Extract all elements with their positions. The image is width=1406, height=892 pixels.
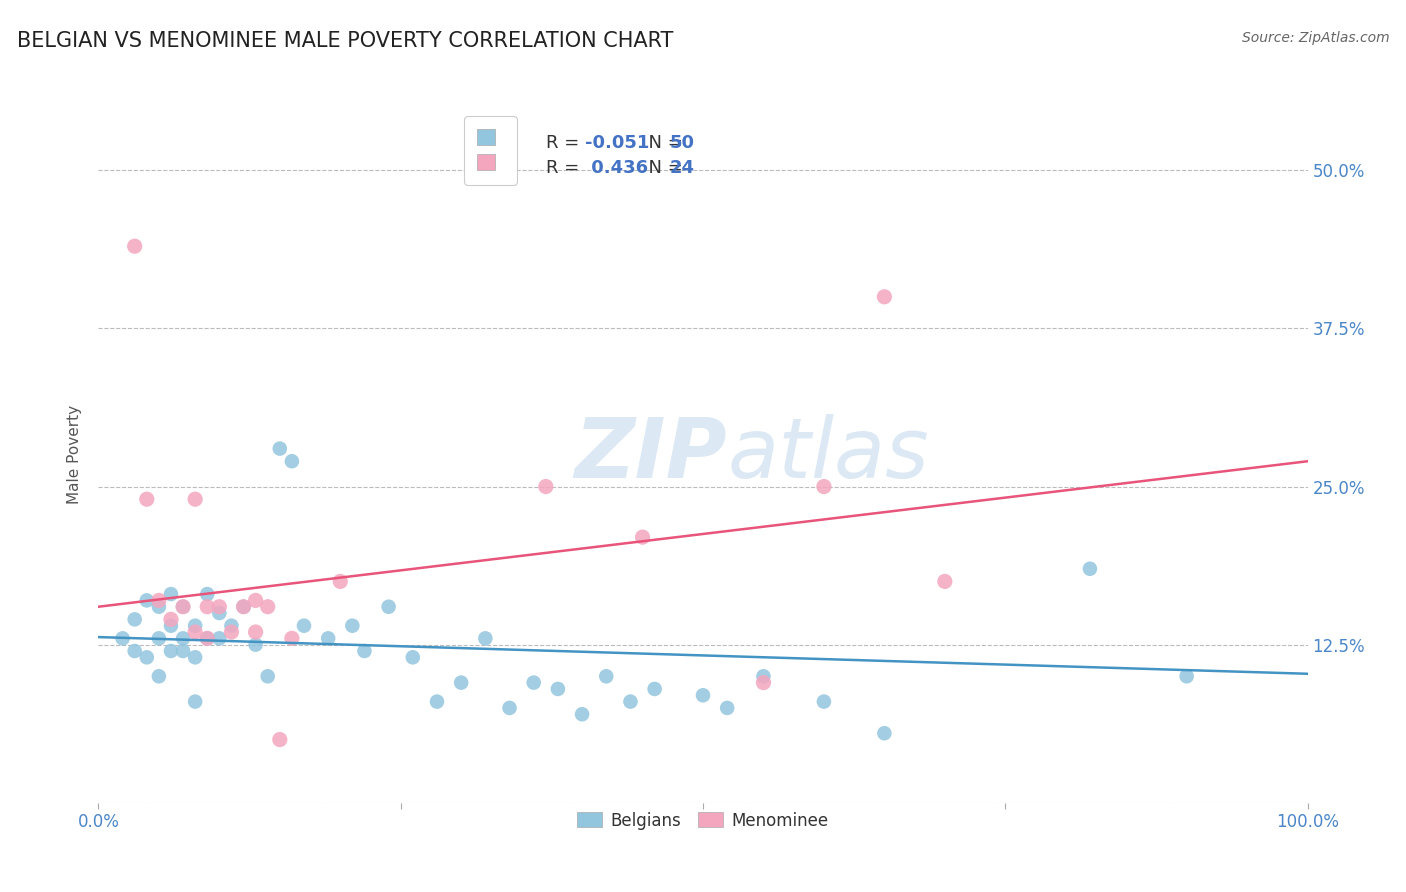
Point [135, 650, 157, 665]
Point [232, 599, 254, 614]
Point [172, 632, 194, 646]
Point [377, 599, 399, 614]
Y-axis label: Male Poverty: Male Poverty [67, 405, 83, 505]
Point [184, 492, 207, 507]
Point [752, 669, 775, 683]
Text: 50: 50 [669, 134, 695, 152]
Text: 24: 24 [669, 160, 695, 178]
Point [269, 732, 291, 747]
Point [245, 625, 267, 640]
Point [281, 632, 304, 646]
Point [148, 669, 170, 683]
Point [245, 593, 267, 607]
Point [292, 618, 315, 632]
Point [934, 574, 956, 589]
Text: Source: ZipAtlas.com: Source: ZipAtlas.com [1241, 31, 1389, 45]
Point [281, 454, 304, 468]
Point [353, 644, 375, 658]
Point [208, 606, 231, 620]
Point [184, 650, 207, 665]
Point [571, 707, 593, 722]
Point [547, 681, 569, 696]
Point [221, 618, 243, 632]
Point [752, 675, 775, 690]
Point [426, 695, 449, 709]
Point [450, 675, 472, 690]
Point [644, 681, 666, 696]
Point [813, 695, 835, 709]
Point [135, 593, 157, 607]
Point [208, 599, 231, 614]
Point [124, 612, 146, 626]
Point [474, 632, 496, 646]
Point [498, 701, 520, 715]
Point [195, 587, 218, 601]
Point [124, 239, 146, 253]
Point [195, 632, 218, 646]
Point [148, 593, 170, 607]
Point [160, 612, 183, 626]
Point [135, 492, 157, 507]
Text: 0.436: 0.436 [585, 160, 648, 178]
Point [269, 442, 291, 456]
Point [316, 632, 339, 646]
Point [534, 479, 557, 493]
Point [692, 688, 714, 702]
Point [221, 625, 243, 640]
Point [232, 599, 254, 614]
Text: -0.051: -0.051 [585, 134, 650, 152]
Point [256, 669, 278, 683]
Point [1078, 562, 1101, 576]
Point [716, 701, 738, 715]
Point [160, 587, 183, 601]
Point [619, 695, 641, 709]
Point [873, 290, 896, 304]
Point [172, 644, 194, 658]
Legend: Belgians, Menominee: Belgians, Menominee [571, 805, 835, 836]
Point [402, 650, 425, 665]
Point [148, 632, 170, 646]
Point [1175, 669, 1198, 683]
Point [148, 599, 170, 614]
Point [195, 599, 218, 614]
Point [329, 574, 352, 589]
Text: ZIP: ZIP [575, 415, 727, 495]
Point [245, 638, 267, 652]
Point [595, 669, 617, 683]
Text: atlas: atlas [727, 415, 929, 495]
Point [256, 599, 278, 614]
Text: N =: N = [637, 160, 689, 178]
Point [172, 599, 194, 614]
Text: R =: R = [546, 134, 585, 152]
Text: N =: N = [637, 134, 689, 152]
Point [523, 675, 546, 690]
Point [172, 599, 194, 614]
Point [160, 644, 183, 658]
Point [631, 530, 654, 544]
Text: BELGIAN VS MENOMINEE MALE POVERTY CORRELATION CHART: BELGIAN VS MENOMINEE MALE POVERTY CORREL… [17, 31, 673, 51]
Point [195, 632, 218, 646]
Point [813, 479, 835, 493]
Point [124, 644, 146, 658]
Point [111, 632, 134, 646]
Text: R =: R = [546, 160, 585, 178]
Point [160, 618, 183, 632]
Point [873, 726, 896, 740]
Point [342, 618, 364, 632]
Point [208, 632, 231, 646]
Point [184, 625, 207, 640]
Point [184, 618, 207, 632]
Point [184, 695, 207, 709]
